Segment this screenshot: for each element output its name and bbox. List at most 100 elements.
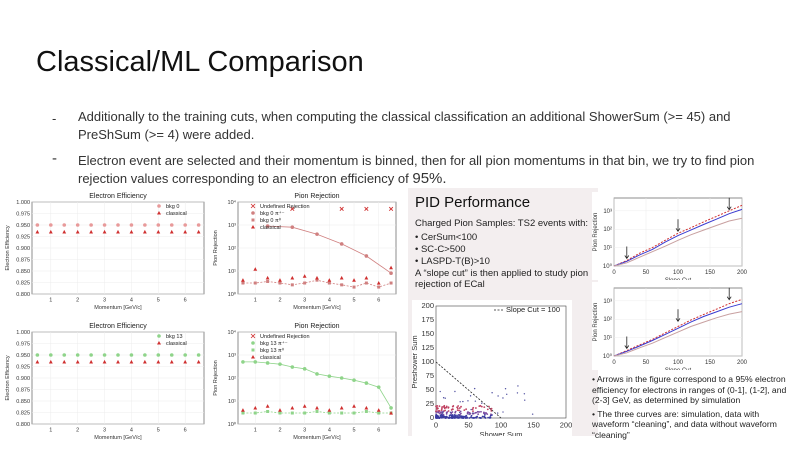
y-axis-label: Electron Efficiency — [5, 225, 11, 270]
data-point — [364, 254, 369, 258]
density-point — [496, 412, 499, 414]
density-point — [440, 409, 443, 412]
data-point — [116, 223, 120, 227]
y-tick-label: 0.950 — [16, 223, 30, 229]
data-point — [352, 285, 356, 289]
chart-title: Electron Efficiency — [89, 193, 147, 200]
data-point — [339, 405, 344, 410]
chart-pid-scatter: 0 25 50 75 100 125 150 175 200 0 50 100 150 200 Shower… — [412, 300, 572, 436]
data-point — [278, 411, 282, 415]
data-point — [48, 359, 53, 364]
y-tick-label: 50 — [426, 385, 434, 394]
data-point — [376, 281, 381, 285]
chart-slope-bottom: 10⁰ 10¹ 10² 10³ 0 50 100 150 200 Slope Cut Pion Re… — [592, 282, 780, 370]
data-point — [302, 404, 307, 408]
density-point — [437, 410, 440, 412]
x-tick-label: 6 — [377, 428, 380, 434]
pid-panel-title: PID Performance — [415, 194, 531, 211]
density-point — [464, 417, 467, 419]
data-point — [327, 281, 331, 285]
y-tick-label: 0.800 — [16, 292, 30, 298]
density-point — [472, 412, 474, 414]
data-point — [327, 278, 332, 282]
density-point — [459, 401, 461, 403]
x-tick-label: 4 — [130, 298, 133, 304]
y-tick-label: 10⁴ — [228, 329, 237, 336]
data-point — [327, 411, 331, 415]
data-point — [62, 353, 67, 357]
legend-swatch — [250, 333, 256, 339]
series-line — [613, 217, 743, 267]
x-tick-label: 6 — [184, 298, 187, 304]
density-point — [480, 410, 482, 413]
data-point — [339, 376, 344, 380]
data-point — [183, 223, 187, 227]
y-tick-label: 0.875 — [16, 388, 30, 394]
data-point — [169, 353, 174, 357]
data-point — [315, 409, 319, 413]
density-point — [435, 417, 437, 419]
pid-cut-list: • CerSum<100 • SC-C>500 • LASPD-T(B)>10 — [415, 232, 490, 268]
data-point — [183, 353, 187, 357]
data-point — [315, 275, 319, 280]
data-point — [129, 353, 134, 357]
data-point — [62, 223, 67, 227]
data-point — [364, 275, 369, 280]
density-point — [488, 417, 491, 419]
x-tick-label: 3 — [303, 428, 306, 434]
data-point — [290, 365, 295, 369]
density-point — [463, 409, 466, 412]
data-point — [364, 409, 368, 413]
data-point — [169, 223, 174, 227]
arrow-icon — [726, 287, 732, 301]
y-tick-label: 0.850 — [16, 269, 30, 275]
density-point — [483, 406, 486, 409]
y-tick-label: 0.950 — [16, 353, 30, 359]
density-point — [454, 390, 456, 393]
data-point — [340, 283, 344, 287]
density-point — [504, 387, 507, 390]
density-point — [486, 408, 489, 411]
density-point — [472, 416, 475, 419]
bullet-text-2-main: Electron event are selected and their mo… — [78, 153, 755, 186]
data-point — [241, 360, 245, 364]
density-point — [451, 414, 453, 416]
density-point — [473, 387, 476, 390]
data-point — [75, 359, 80, 364]
x-tick-label: 2 — [278, 428, 281, 434]
arrow-icon — [624, 246, 630, 260]
density-point — [517, 385, 519, 387]
data-point — [278, 278, 282, 282]
density-point — [454, 410, 457, 413]
density-point — [483, 416, 486, 418]
bullet-text-2: Electron event are selected and their mo… — [78, 152, 768, 188]
y-tick-label: 10⁰ — [228, 291, 237, 298]
density-point — [523, 393, 526, 395]
y-tick-label: 0.875 — [16, 258, 30, 264]
x-tick-label: 4 — [328, 428, 331, 434]
y-tick-label: 200 — [421, 301, 434, 310]
y-tick-label: 10² — [603, 227, 612, 233]
density-point — [490, 413, 492, 416]
y-tick-label: 0.800 — [16, 422, 30, 428]
data-point — [278, 362, 282, 366]
legend-swatch — [251, 341, 255, 345]
density-point — [443, 404, 446, 407]
data-point — [241, 411, 245, 415]
y-tick-label: 175 — [421, 315, 434, 324]
density-point — [488, 405, 490, 408]
data-point — [290, 411, 294, 415]
legend-swatch — [157, 341, 161, 345]
density-point — [458, 407, 461, 409]
density-point — [448, 414, 451, 417]
data-point — [75, 229, 80, 234]
data-point — [142, 359, 147, 364]
chart-title: Pion Rejection — [294, 193, 339, 200]
density-point — [465, 408, 468, 411]
data-point — [196, 359, 201, 364]
density-point — [480, 405, 483, 408]
data-point — [129, 229, 134, 234]
x-tick-label: 50 — [464, 421, 472, 430]
arrow-icon — [624, 336, 630, 350]
density-point — [477, 413, 480, 416]
